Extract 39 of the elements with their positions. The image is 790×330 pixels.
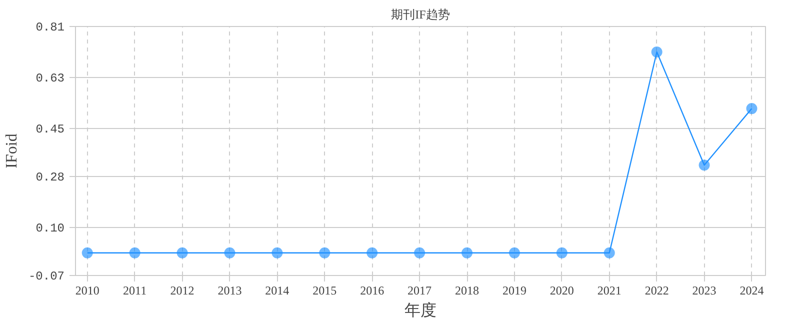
y-tick-label: 0.28 — [36, 170, 65, 184]
y-tick-label: -0.07 — [28, 270, 65, 284]
x-tick-label: 2019 — [502, 284, 526, 298]
x-tick-label: 2014 — [265, 284, 290, 298]
point — [366, 247, 378, 258]
x-tick-label: 2018 — [455, 284, 480, 298]
point — [319, 247, 330, 258]
point — [176, 247, 188, 258]
x-tick-label: 2013 — [218, 284, 242, 298]
point — [129, 247, 140, 258]
x-tick-label: 2012 — [170, 284, 194, 298]
x-tick-label: 2021 — [597, 284, 622, 298]
point — [651, 46, 662, 58]
x-tick-label: 2016 — [360, 284, 384, 298]
y-tick-label: 0.63 — [36, 71, 65, 86]
x-tick-label: 2023 — [692, 284, 716, 298]
point — [224, 247, 236, 258]
x-tick-label: 2020 — [550, 284, 574, 298]
point — [556, 247, 568, 258]
point — [82, 247, 93, 258]
y-axis-title: IFoid — [3, 134, 20, 168]
x-tick-label: 2015 — [312, 284, 337, 298]
point — [746, 103, 758, 114]
y-tick-label: 0.10 — [36, 221, 65, 236]
x-tick-label: 2010 — [75, 284, 100, 298]
x-tick-label: 2024 — [740, 284, 764, 298]
y-tick-label: 0.81 — [36, 20, 65, 34]
x-tick-label: 2017 — [408, 284, 432, 298]
chart-title: 期刊IF趋势 — [391, 8, 450, 22]
point — [508, 247, 520, 258]
x-tick-label: 2011 — [123, 284, 147, 298]
point — [698, 160, 710, 171]
point — [414, 247, 426, 258]
x-tick-label: 2022 — [644, 284, 669, 298]
point — [604, 247, 615, 258]
point — [462, 247, 473, 258]
point — [272, 247, 283, 258]
x-axis-title: 年度 — [404, 302, 436, 320]
y-tick-label: 0.45 — [36, 122, 65, 136]
